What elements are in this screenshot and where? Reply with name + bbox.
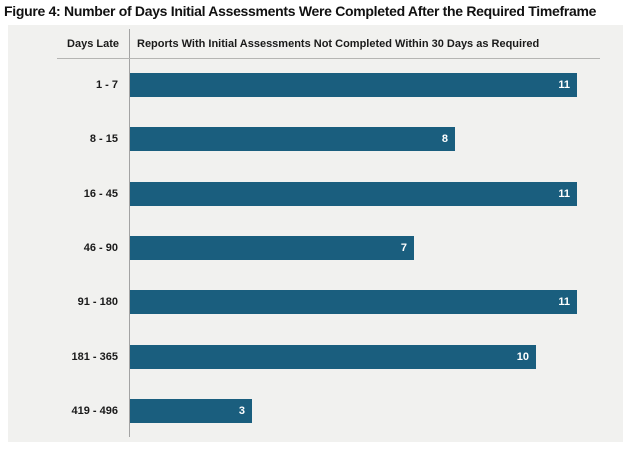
- bar-track: 11: [130, 73, 623, 98]
- value-label: 11: [558, 187, 570, 200]
- value-label: 8: [441, 133, 448, 146]
- category-label: 46 - 90: [83, 241, 118, 254]
- value-label: 11: [558, 79, 570, 92]
- value-column-header: Reports With Initial Assessments Not Com…: [137, 37, 540, 50]
- category-label: 91 - 180: [77, 296, 118, 309]
- chart-row: 181 - 365 10: [8, 329, 623, 383]
- figure-title: Figure 4: Number of Days Initial Assessm…: [4, 3, 597, 19]
- chart-row: 91 - 180 11: [8, 275, 623, 329]
- chart-panel: Days Late Reports With Initial Assessmen…: [8, 25, 623, 442]
- value-label: 10: [516, 350, 529, 363]
- table-header: Days Late Reports With Initial Assessmen…: [8, 29, 623, 58]
- bar-rows: 1 - 7 11 8 - 15 8 16 - 45 11 46 - 90 7 91 - 180 1…: [8, 58, 623, 438]
- chart-row: 16 - 45 11: [8, 167, 623, 221]
- bar-track: 7: [130, 235, 623, 260]
- bar-track: 10: [130, 344, 623, 369]
- bar: 11: [130, 290, 577, 315]
- bar-track: 11: [130, 290, 623, 315]
- category-label: 8 - 15: [89, 133, 118, 146]
- value-label: 7: [400, 241, 407, 254]
- bar: 7: [130, 235, 414, 260]
- chart-row: 1 - 7 11: [8, 58, 623, 112]
- header-rule-line: [57, 58, 600, 59]
- bar: 11: [130, 73, 577, 98]
- bar: 8: [130, 127, 455, 152]
- value-label: 11: [558, 296, 570, 309]
- bar: 11: [130, 181, 577, 206]
- category-label: 16 - 45: [83, 187, 118, 200]
- bar-track: 3: [130, 398, 623, 423]
- category-column-header: Days Late: [67, 37, 119, 50]
- category-label: 181 - 365: [71, 350, 118, 363]
- bar-track: 11: [130, 181, 623, 206]
- bar-track: 8: [130, 127, 623, 152]
- chart-row: 8 - 15 8: [8, 112, 623, 166]
- chart-row: 419 - 496 3: [8, 384, 623, 438]
- chart-row: 46 - 90 7: [8, 221, 623, 275]
- category-label: 1 - 7: [95, 79, 118, 92]
- bar: 3: [130, 398, 252, 423]
- value-label: 3: [238, 404, 245, 417]
- bar: 10: [130, 344, 536, 369]
- axis-divider-line: [129, 29, 130, 437]
- category-label: 419 - 496: [71, 404, 118, 417]
